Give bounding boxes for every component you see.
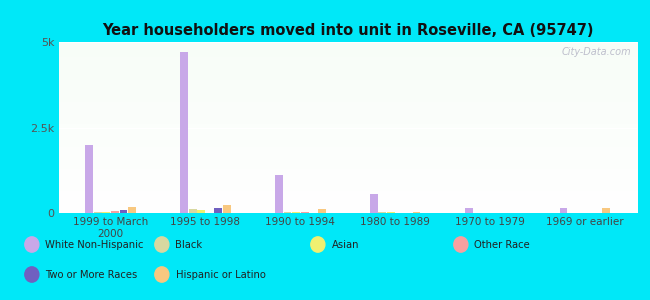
Bar <box>560 208 567 213</box>
Bar <box>223 205 231 213</box>
Bar <box>198 210 205 213</box>
Bar <box>318 208 326 213</box>
Text: White Non-Hispanic: White Non-Hispanic <box>46 240 144 250</box>
Bar <box>387 212 395 213</box>
Bar <box>292 212 300 213</box>
Bar <box>413 212 421 213</box>
Bar <box>94 212 102 213</box>
Bar <box>188 209 196 213</box>
Bar <box>283 212 291 213</box>
Bar <box>378 212 386 213</box>
Bar <box>103 212 111 213</box>
Bar <box>180 52 188 213</box>
Bar <box>275 176 283 213</box>
Title: Year householders moved into unit in Roseville, CA (95747): Year householders moved into unit in Ros… <box>102 23 593 38</box>
Bar <box>465 208 473 213</box>
Text: Black: Black <box>176 240 203 250</box>
Bar <box>85 145 93 213</box>
Bar <box>120 210 127 213</box>
Bar <box>111 211 119 213</box>
Text: Two or More Races: Two or More Races <box>46 270 138 280</box>
Text: Asian: Asian <box>332 240 359 250</box>
Bar <box>301 212 309 213</box>
Text: City-Data.com: City-Data.com <box>562 47 631 57</box>
Bar <box>128 207 136 213</box>
Bar <box>370 194 378 213</box>
Bar <box>214 208 222 213</box>
Bar <box>603 208 610 213</box>
Text: Other Race: Other Race <box>474 240 530 250</box>
Text: Hispanic or Latino: Hispanic or Latino <box>176 270 265 280</box>
